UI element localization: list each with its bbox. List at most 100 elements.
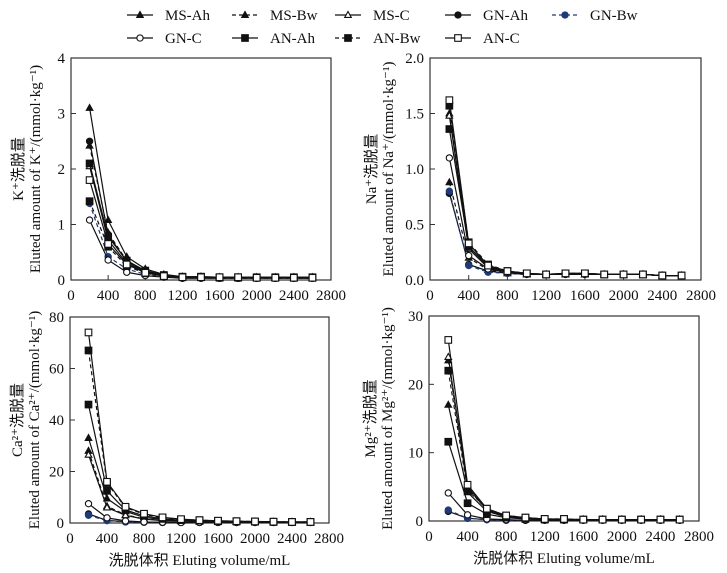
data-point [122,260,131,269]
x-tick-label: 400 [96,531,119,547]
data-point [160,272,168,280]
data-point [445,125,454,133]
data-point [252,273,261,282]
data-point [561,269,570,278]
data-point [85,137,94,145]
series-line [89,107,313,278]
data-point [103,215,113,224]
data-point [84,328,93,337]
data-point [463,511,472,519]
data-point [445,96,454,105]
legend-label: GN-Bw [590,8,638,24]
series-line [448,128,682,277]
data-point [465,251,473,260]
legend-item-ms-c: MS-C [335,8,410,24]
data-point [444,489,452,497]
data-point [484,261,492,270]
data-point [269,517,278,526]
legend-marker-square-icon [344,34,352,42]
data-point [444,437,453,446]
data-point [103,486,111,495]
data-point [85,176,94,184]
y-tick-label: 0 [416,514,424,530]
series-ms-bw [85,141,317,281]
x-tick-label: 1200 [166,531,196,547]
data-point [677,271,686,280]
data-point [540,515,549,523]
series-line [447,339,680,521]
data-point [84,500,93,508]
series-an-ah [85,159,317,282]
data-point [232,517,241,526]
series-line [448,115,682,277]
data-point [445,187,454,195]
data-point [85,159,94,168]
data-point [103,514,111,522]
data-point [444,336,453,344]
chart-mg-panel: 0 400 800 1200 1600 2000 2400 2800 0 10 20 30 Mg²⁺洗脱… [362,307,714,567]
legend-item-an-bw: AN-Bw [335,31,421,47]
series-ms-ah [84,433,315,525]
data-point [140,518,148,526]
data-point [521,513,530,522]
series-gn-bw [85,199,317,283]
data-point [503,267,512,275]
data-point [600,270,609,279]
data-point [619,270,628,279]
series-line [447,356,680,521]
x-tick-label: 2400 [277,531,307,547]
series-ms-bw [444,355,684,523]
data-point [463,499,472,508]
x-tick-label: 2000 [240,531,270,547]
series-ms-c [444,352,684,523]
data-point [103,477,111,486]
x-tick-label: 2000 [242,288,272,304]
x-tick-label: 800 [133,531,156,547]
x-tick-label: 800 [495,529,518,545]
legend-marker-triangle-icon [240,10,250,18]
y-tick-label: 30 [408,309,423,325]
y-tick-label: 0.5 [405,218,424,234]
data-point [214,516,222,525]
data-point [306,518,315,526]
data-point [445,177,454,186]
x-tick-label: 2000 [607,529,637,545]
data-point [464,239,473,248]
y-tick-label: 2 [58,162,66,178]
series-ms-c [84,450,315,526]
data-point [444,400,453,408]
data-point [581,269,589,278]
x-tick-label: 2800 [686,288,716,304]
data-point [84,400,93,409]
y-tick-label: 1.0 [405,162,424,178]
data-point [84,511,93,519]
series-line [448,100,682,277]
legend-marker-triangle-icon [343,10,353,18]
data-point [598,515,607,524]
series-line [447,360,680,521]
series-line [87,350,311,523]
data-point [84,346,93,355]
data-point [104,240,112,248]
series-ms-ah [445,108,686,279]
data-point [444,366,453,375]
data-point [123,268,131,276]
x-tick-label: 800 [496,288,519,304]
data-point [215,273,224,282]
series-line [448,157,682,277]
series-line [447,370,680,521]
data-point [85,103,94,111]
data-point [502,511,510,520]
x-tick-label: 1200 [530,529,560,545]
series-line [448,113,682,277]
data-point [85,197,94,206]
x-tick-label: 2400 [279,288,309,304]
legend-label: MS-Bw [270,8,318,24]
data-point [140,509,148,518]
legend: MS-Ah MS-Bw MS-C GN-Ah GN-Bw GN-C AN-Ah AN-Bw AN… [127,8,638,47]
series-an-c [445,96,686,280]
y-axis-title-cn: K⁺洗脱量 [10,137,27,201]
data-point [141,268,150,277]
x-axis-title: 洗脱体积 Eluting volume/mL [109,552,291,569]
y-axis-title-cn: Na⁺洗脱量 [363,134,380,204]
